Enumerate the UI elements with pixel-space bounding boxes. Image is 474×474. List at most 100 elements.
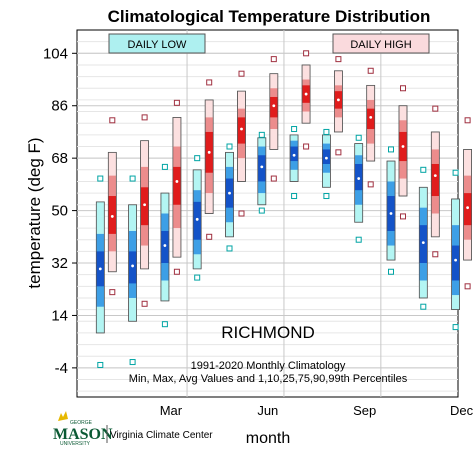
high-month-1 bbox=[107, 117, 117, 296]
high-month-3 bbox=[172, 99, 182, 275]
low-month-4 bbox=[192, 155, 202, 281]
logo-name-top: GEORGE bbox=[70, 420, 93, 426]
high-p25-p75-box bbox=[269, 96, 278, 118]
logo-name-bottom: UNIVERSITY bbox=[60, 441, 91, 447]
low-month-9 bbox=[354, 134, 364, 243]
low-box-outline bbox=[95, 201, 105, 334]
high-p25-p75-box bbox=[172, 166, 181, 205]
low-avg-dot bbox=[357, 177, 361, 180]
high-p25-p75-box bbox=[140, 187, 149, 226]
y-tick-label: 32 bbox=[51, 255, 68, 272]
low-avg-dot bbox=[421, 241, 425, 245]
annotation-line-2: Min, Max, Avg Values and 1,10,25,75,90,9… bbox=[129, 373, 408, 385]
y-tick-label: 104 bbox=[43, 45, 68, 62]
high-box-outline bbox=[107, 151, 117, 273]
high-month-9 bbox=[366, 67, 376, 188]
low-box-outline bbox=[225, 151, 234, 238]
high-max-marker bbox=[238, 70, 245, 77]
chart-title: Climatological Temperature Distribution bbox=[108, 7, 431, 26]
low-min-marker bbox=[291, 193, 298, 200]
low-p25-p75-box bbox=[354, 163, 363, 191]
high-box-outline bbox=[301, 64, 311, 124]
low-month-8 bbox=[322, 128, 331, 200]
high-avg-dot bbox=[401, 145, 405, 148]
logo-mark-icon bbox=[58, 411, 68, 421]
low-p25-p75-box bbox=[451, 245, 460, 281]
low-min-marker bbox=[323, 193, 330, 200]
x-tick-label: Sep bbox=[353, 403, 376, 418]
high-avg-dot bbox=[466, 206, 469, 210]
high-max-marker bbox=[109, 117, 116, 124]
low-min-marker bbox=[161, 321, 168, 328]
high-box-outline bbox=[334, 70, 343, 133]
low-month-6 bbox=[257, 131, 267, 214]
low-min-marker bbox=[194, 274, 201, 281]
legend-daily-high: DAILY HIGH bbox=[350, 39, 411, 51]
low-month-2 bbox=[128, 175, 137, 366]
high-p25-p75-box bbox=[108, 196, 117, 234]
logo-center-name: Virginia Climate Center bbox=[110, 430, 213, 441]
x-tick-label: Mar bbox=[160, 403, 183, 418]
high-avg-dot bbox=[337, 98, 340, 102]
high-max-marker bbox=[335, 56, 342, 63]
high-min-marker bbox=[141, 300, 148, 307]
low-min-marker bbox=[452, 324, 459, 331]
low-avg-dot bbox=[292, 153, 296, 157]
high-month-7 bbox=[301, 50, 311, 150]
high-min-marker bbox=[400, 213, 406, 220]
high-avg-dot bbox=[240, 127, 243, 131]
low-min-marker bbox=[97, 361, 104, 368]
low-p25-p75-box bbox=[193, 201, 202, 240]
high-box-outline bbox=[172, 117, 182, 258]
low-month-1 bbox=[95, 175, 105, 368]
high-max-marker bbox=[432, 105, 439, 112]
high-avg-dot bbox=[143, 203, 147, 207]
x-tick-label: Dec bbox=[450, 403, 474, 418]
low-box-outline bbox=[160, 192, 170, 302]
legend: DAILY LOW DAILY HIGH bbox=[108, 33, 430, 54]
low-min-marker bbox=[258, 207, 265, 214]
high-min-marker bbox=[109, 289, 116, 296]
percentile-boxes bbox=[95, 50, 472, 368]
high-month-8 bbox=[334, 56, 343, 156]
low-max-marker bbox=[388, 146, 394, 153]
high-min-marker bbox=[206, 233, 213, 240]
x-tick-label: Jun bbox=[257, 403, 278, 418]
low-avg-dot bbox=[389, 212, 393, 215]
y-tick-label: 68 bbox=[51, 150, 68, 167]
high-avg-dot bbox=[433, 174, 437, 178]
high-max-marker bbox=[303, 50, 310, 57]
high-box-outline bbox=[269, 73, 279, 150]
station-name: RICHMOND bbox=[221, 323, 315, 342]
mason-logo: GEORGE MASON UNIVERSITY Virginia Climate… bbox=[53, 411, 213, 447]
low-box-outline bbox=[354, 143, 364, 223]
high-min-marker bbox=[270, 175, 277, 182]
low-month-3 bbox=[160, 163, 170, 328]
low-p25-p75-box bbox=[128, 251, 137, 284]
low-month-12 bbox=[451, 169, 460, 331]
high-min-marker bbox=[173, 268, 180, 275]
high-min-marker bbox=[464, 283, 471, 290]
low-month-5 bbox=[225, 143, 234, 252]
high-month-10 bbox=[398, 85, 408, 220]
high-min-marker bbox=[238, 210, 245, 217]
high-avg-dot bbox=[175, 180, 179, 183]
x-axis-ticks: Mar Jun Sep Dec bbox=[160, 403, 474, 418]
high-month-6 bbox=[269, 56, 279, 182]
high-avg-dot bbox=[369, 115, 373, 119]
y-tick-label: 14 bbox=[51, 307, 68, 324]
high-month-4 bbox=[204, 79, 214, 240]
x-axis-label: month bbox=[246, 430, 290, 447]
high-max-marker bbox=[400, 85, 406, 92]
low-month-10 bbox=[386, 146, 396, 275]
high-max-marker bbox=[464, 117, 471, 124]
high-avg-dot bbox=[110, 215, 114, 218]
low-avg-dot bbox=[228, 191, 231, 195]
high-month-11 bbox=[430, 105, 440, 258]
low-box-outline bbox=[386, 160, 396, 261]
legend-daily-low-swatch bbox=[108, 33, 206, 54]
high-max-marker bbox=[367, 67, 374, 74]
low-max-marker bbox=[420, 166, 427, 173]
high-max-marker bbox=[206, 79, 213, 86]
low-avg-dot bbox=[195, 217, 199, 221]
